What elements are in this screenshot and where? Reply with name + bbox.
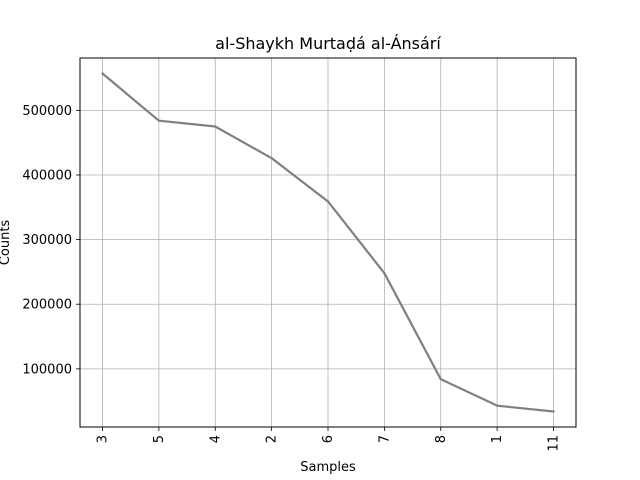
data-point xyxy=(383,271,386,275)
data-point xyxy=(439,377,442,381)
data-point xyxy=(101,72,104,75)
x-tick-label: 1 xyxy=(490,435,505,443)
x-tick-label: 4 xyxy=(208,435,223,443)
x-tick-label: 8 xyxy=(434,435,449,443)
data-point xyxy=(157,119,161,122)
y-tick-label: 300000 xyxy=(22,233,72,248)
x-tick-label: 6 xyxy=(321,435,336,443)
x-tick-label: 7 xyxy=(377,435,392,443)
data-point xyxy=(270,156,273,160)
data-point xyxy=(326,200,330,203)
y-tick-label: 200000 xyxy=(22,298,72,313)
grid-layer xyxy=(80,58,576,427)
data-point xyxy=(552,410,555,413)
series-layer xyxy=(101,72,555,413)
x-tick-label: 3 xyxy=(96,435,111,443)
data-point xyxy=(495,404,499,407)
chart-title: al-Shaykh Murtaḍá al-Ánsárí xyxy=(215,34,441,53)
y-tick-label: 400000 xyxy=(22,168,72,183)
x-axis-label: Samples xyxy=(300,460,356,475)
x-tick-label: 5 xyxy=(152,435,167,443)
x-tick-label: 2 xyxy=(265,435,280,443)
y-axis-label: Counts xyxy=(0,220,13,266)
data-point xyxy=(214,125,217,128)
y-tick-label: 100000 xyxy=(22,362,72,377)
x-tick-label: 11 xyxy=(547,435,562,452)
y-tick-label: 500000 xyxy=(22,104,72,119)
